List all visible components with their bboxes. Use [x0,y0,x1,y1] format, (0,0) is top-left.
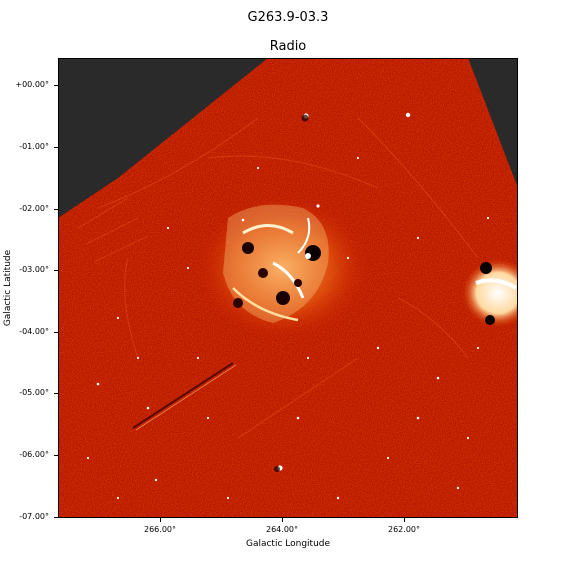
y-tick-label: -06.00° [19,450,49,459]
figure-title: G263.9-03.3 [247,10,329,25]
y-tick-mark [54,209,58,210]
x-axis-label: Galactic Longitude [245,539,331,549]
y-tick-mark [54,393,58,394]
y-tick-label: +00.00° [15,80,49,89]
y-tick-mark [54,147,58,148]
y-tick-label: -07.00° [19,512,49,521]
y-tick-label: -03.00° [19,265,49,274]
bright-source-right [462,259,518,327]
radio-image [58,58,518,518]
coverage-region [58,58,518,518]
x-tick-label: 262.00° [388,525,420,534]
axes-title: Radio [269,39,307,54]
x-tick-mark [404,518,405,522]
snr-G263.9 [193,193,373,343]
x-tick-mark [282,518,283,522]
y-tick-mark [54,332,58,333]
y-tick-mark [54,455,58,456]
y-tick-label: -04.00° [19,327,49,336]
filaments [77,117,479,439]
x-tick-mark [160,518,161,522]
y-tick-mark [54,270,58,271]
y-tick-label: -05.00° [19,388,49,397]
y-axis-label: Galactic Latitude [3,249,13,327]
diagonal-streak [132,362,234,429]
x-tick-label: 266.00° [144,525,176,534]
x-tick-label: 264.00° [266,525,298,534]
y-tick-label: -01.00° [19,142,49,151]
y-tick-label: -02.00° [19,204,49,213]
y-tick-mark [54,517,58,518]
y-tick-mark [54,85,58,86]
source-artifacts [274,114,309,472]
